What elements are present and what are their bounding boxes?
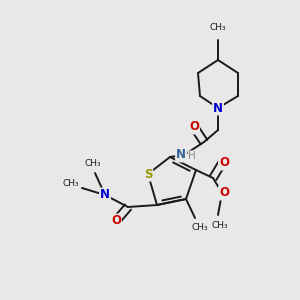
Text: N: N [100, 188, 110, 202]
Text: CH₃: CH₃ [85, 160, 101, 169]
Text: O: O [189, 121, 199, 134]
Text: CH₃: CH₃ [210, 23, 226, 32]
Text: N: N [213, 101, 223, 115]
Text: O: O [219, 187, 229, 200]
Text: N: N [176, 148, 186, 161]
Text: O: O [111, 214, 121, 227]
Text: H: H [188, 151, 196, 161]
Text: S: S [144, 167, 152, 181]
Text: CH₃: CH₃ [212, 220, 228, 230]
Text: CH₃: CH₃ [62, 178, 79, 188]
Text: O: O [219, 157, 229, 169]
Text: CH₃: CH₃ [192, 224, 208, 232]
